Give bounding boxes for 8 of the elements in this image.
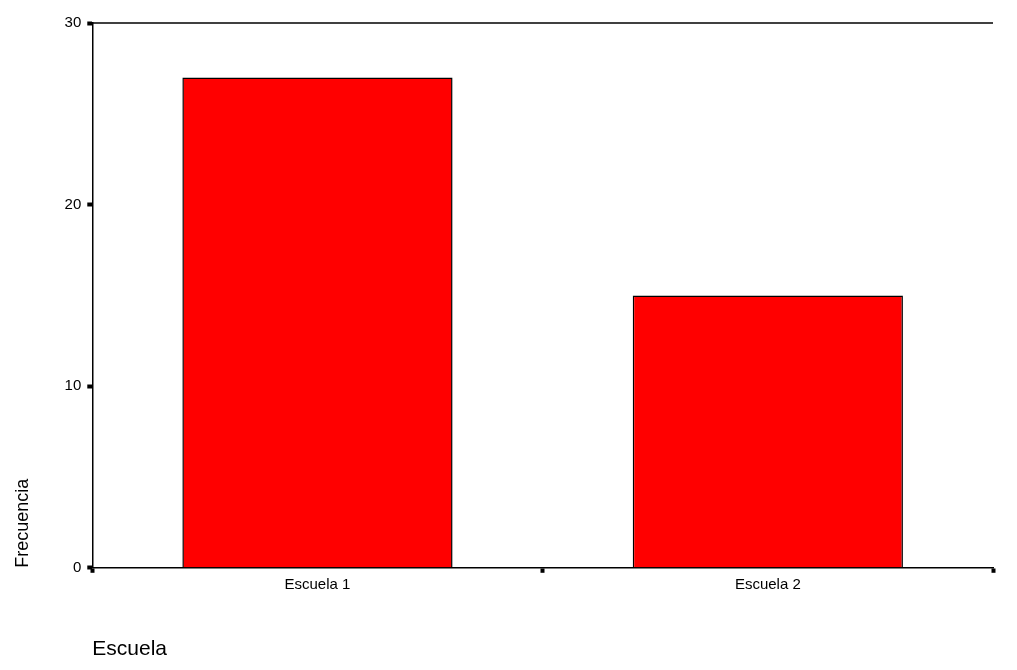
x-tick-label: Escuela 1 (284, 574, 351, 592)
y-tick-label: 10 (64, 376, 82, 394)
x-axis-title: Escuela (92, 636, 168, 660)
x-tick-label: Escuela 2 (734, 574, 801, 592)
y-tick-label: 30 (64, 13, 82, 31)
y-tick-label: 20 (64, 194, 82, 212)
y-tick-label: 0 (72, 557, 82, 575)
y-axis-title: Frecuencia (11, 477, 32, 568)
